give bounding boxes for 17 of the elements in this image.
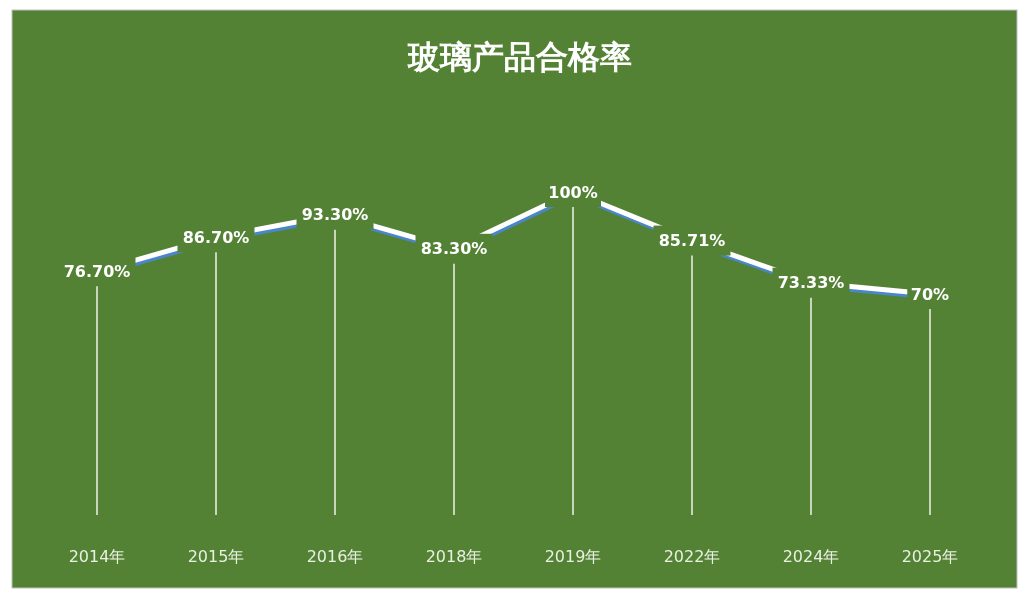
x-tick-label: 2024年: [782, 547, 840, 566]
data-label: 83.30%: [420, 239, 488, 259]
data-label: 85.71%: [658, 231, 726, 251]
data-label: 86.70%: [182, 227, 250, 247]
data-label: 93.30%: [301, 205, 369, 225]
x-tick-label: 2025年: [901, 547, 959, 566]
data-label: 73.33%: [777, 273, 845, 293]
x-tick-label: 2019年: [544, 547, 602, 566]
data-label: 76.70%: [63, 261, 131, 281]
x-tick-label: 2015年: [187, 547, 245, 566]
x-tick-label: 2016年: [306, 547, 364, 566]
x-tick-label: 2018年: [425, 547, 483, 566]
chart-title: 玻璃产品合格率: [406, 38, 632, 76]
x-tick-label: 2022年: [663, 547, 721, 566]
data-label: 70%: [910, 284, 950, 304]
data-label: 100%: [548, 182, 598, 202]
x-tick-label: 2014年: [68, 547, 126, 566]
